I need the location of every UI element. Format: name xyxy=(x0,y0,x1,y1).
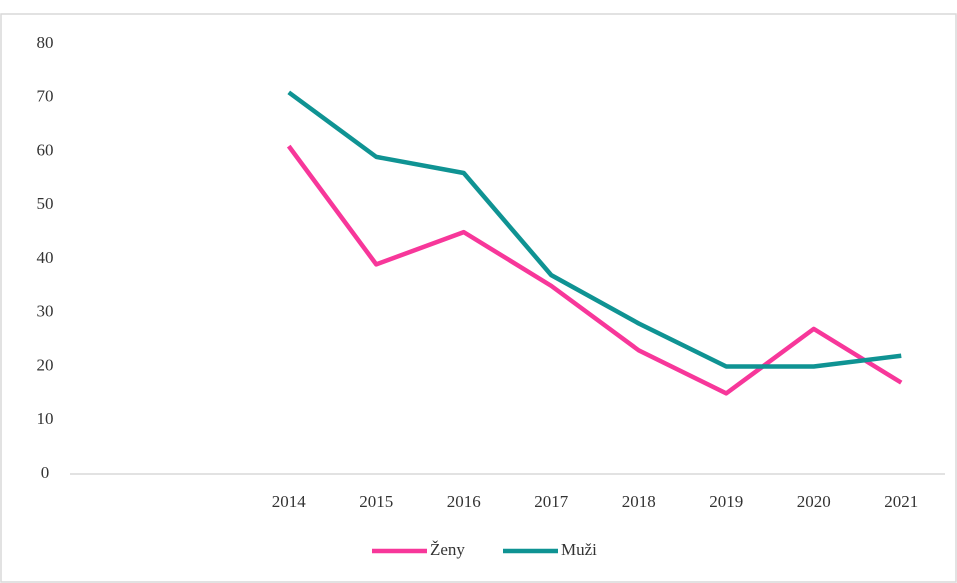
x-tick-label: 2020 xyxy=(797,492,831,511)
y-tick-label: 80 xyxy=(37,33,54,52)
legend-label: Muži xyxy=(561,540,597,559)
y-tick-label: 70 xyxy=(37,87,54,106)
y-tick-label: 60 xyxy=(37,140,54,159)
chart-frame xyxy=(0,13,957,583)
x-tick-label: 2018 xyxy=(622,492,656,511)
legend-label: Ženy xyxy=(430,540,465,559)
x-tick-label: 2015 xyxy=(359,492,393,511)
y-tick-label: 20 xyxy=(37,355,54,374)
x-tick-label: 2019 xyxy=(709,492,743,511)
x-tick-label: 2021 xyxy=(884,492,918,511)
y-tick-label: 40 xyxy=(37,248,54,267)
x-tick-label: 2014 xyxy=(272,492,307,511)
y-tick-label: 0 xyxy=(41,463,50,482)
y-tick-label: 50 xyxy=(37,194,54,213)
x-tick-label: 2016 xyxy=(447,492,481,511)
y-tick-label: 30 xyxy=(37,302,54,321)
line-series xyxy=(286,144,903,396)
x-tick-label: 2017 xyxy=(534,492,569,511)
line-series xyxy=(287,90,902,369)
y-tick-label: 10 xyxy=(37,409,54,428)
